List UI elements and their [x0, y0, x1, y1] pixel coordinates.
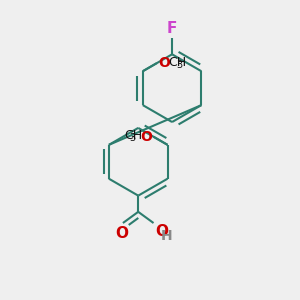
- Text: 3: 3: [129, 133, 135, 143]
- Text: O: O: [140, 130, 152, 144]
- Text: O: O: [115, 226, 128, 241]
- Text: H: H: [161, 230, 173, 244]
- Text: O: O: [158, 56, 170, 70]
- Text: 3: 3: [177, 60, 183, 70]
- Text: CH: CH: [168, 56, 186, 69]
- Text: CH: CH: [124, 129, 142, 142]
- Text: O: O: [155, 224, 168, 239]
- Text: F: F: [167, 21, 177, 36]
